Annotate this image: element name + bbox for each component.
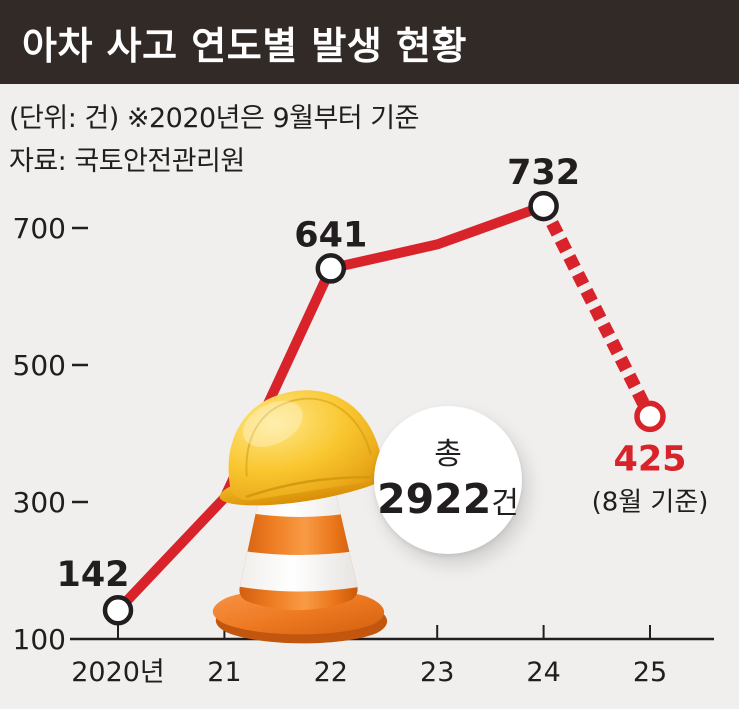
x-tick-label: 25: [633, 657, 667, 688]
value-label-24: 732: [507, 153, 580, 193]
x-tick-label: 21: [207, 657, 241, 688]
x-tick-label: 24: [526, 657, 560, 688]
value-label-22: 641: [294, 215, 367, 255]
y-tick-label: 300: [13, 486, 66, 519]
total-unit: 건: [491, 485, 519, 521]
total-value-row: 2922건: [377, 474, 519, 523]
y-tick-label: 700: [13, 212, 66, 245]
sub-label-25: (8월 기준): [592, 487, 709, 517]
axes-layer: 2020년 21 22 23 24 25 100 300 500 700: [13, 212, 714, 688]
data-point-24: [528, 190, 559, 222]
title-bar: 아차 사고 연도별 발생 현황: [0, 0, 739, 84]
trend-line-dashed-projection: [537, 203, 656, 420]
hard-hat-highlight: [242, 400, 303, 447]
unit-note: (단위: 건) ※2020년은 9월부터 기준: [9, 103, 419, 134]
value-label-25: 425: [613, 439, 686, 479]
y-tick-label: 100: [13, 623, 66, 656]
x-tick-label: 2020년: [71, 657, 165, 688]
total-prefix: 총: [434, 437, 462, 473]
hard-hat-front-band: [245, 476, 371, 499]
hard-hat-dome: [228, 390, 383, 501]
total-callout: 총 2922건: [374, 406, 522, 554]
total-value: 2922: [377, 474, 492, 523]
x-tick-label: 23: [420, 657, 454, 688]
data-points-layer: 142 641 732 425 (8월 기준): [56, 153, 709, 626]
trend-line-layer: [113, 201, 656, 616]
source-note: 자료: 국토안전관리원: [9, 146, 245, 177]
data-point-2020년: [102, 594, 134, 626]
cone-stripe-lower: [239, 546, 358, 592]
data-point-22: [315, 253, 347, 284]
y-tick-label: 500: [13, 349, 66, 382]
value-label-2020년: 142: [56, 555, 129, 595]
hard-hat: [219, 390, 394, 506]
page-title: 아차 사고 연도별 발생 현황: [22, 23, 467, 68]
hardhat-cone-illustration: [212, 390, 394, 644]
hard-hat-ridge-line: [245, 397, 372, 477]
x-tick-label: 22: [314, 657, 348, 688]
data-point-25: [634, 400, 666, 433]
